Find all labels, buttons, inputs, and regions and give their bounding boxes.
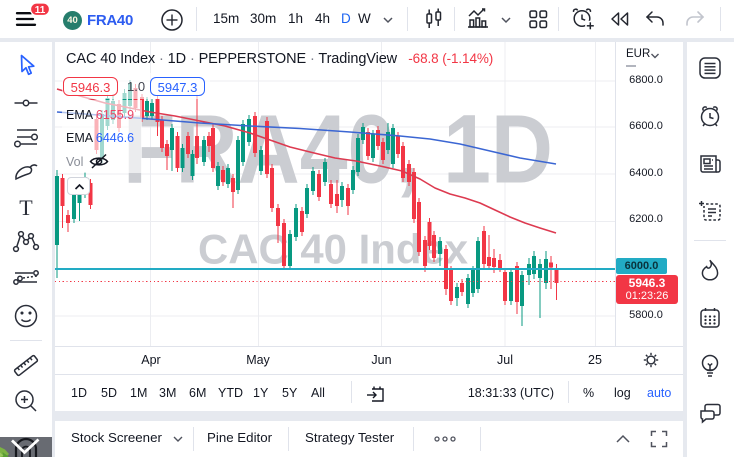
svg-text:T: T — [19, 195, 33, 220]
svg-text:11: 11 — [35, 5, 46, 16]
